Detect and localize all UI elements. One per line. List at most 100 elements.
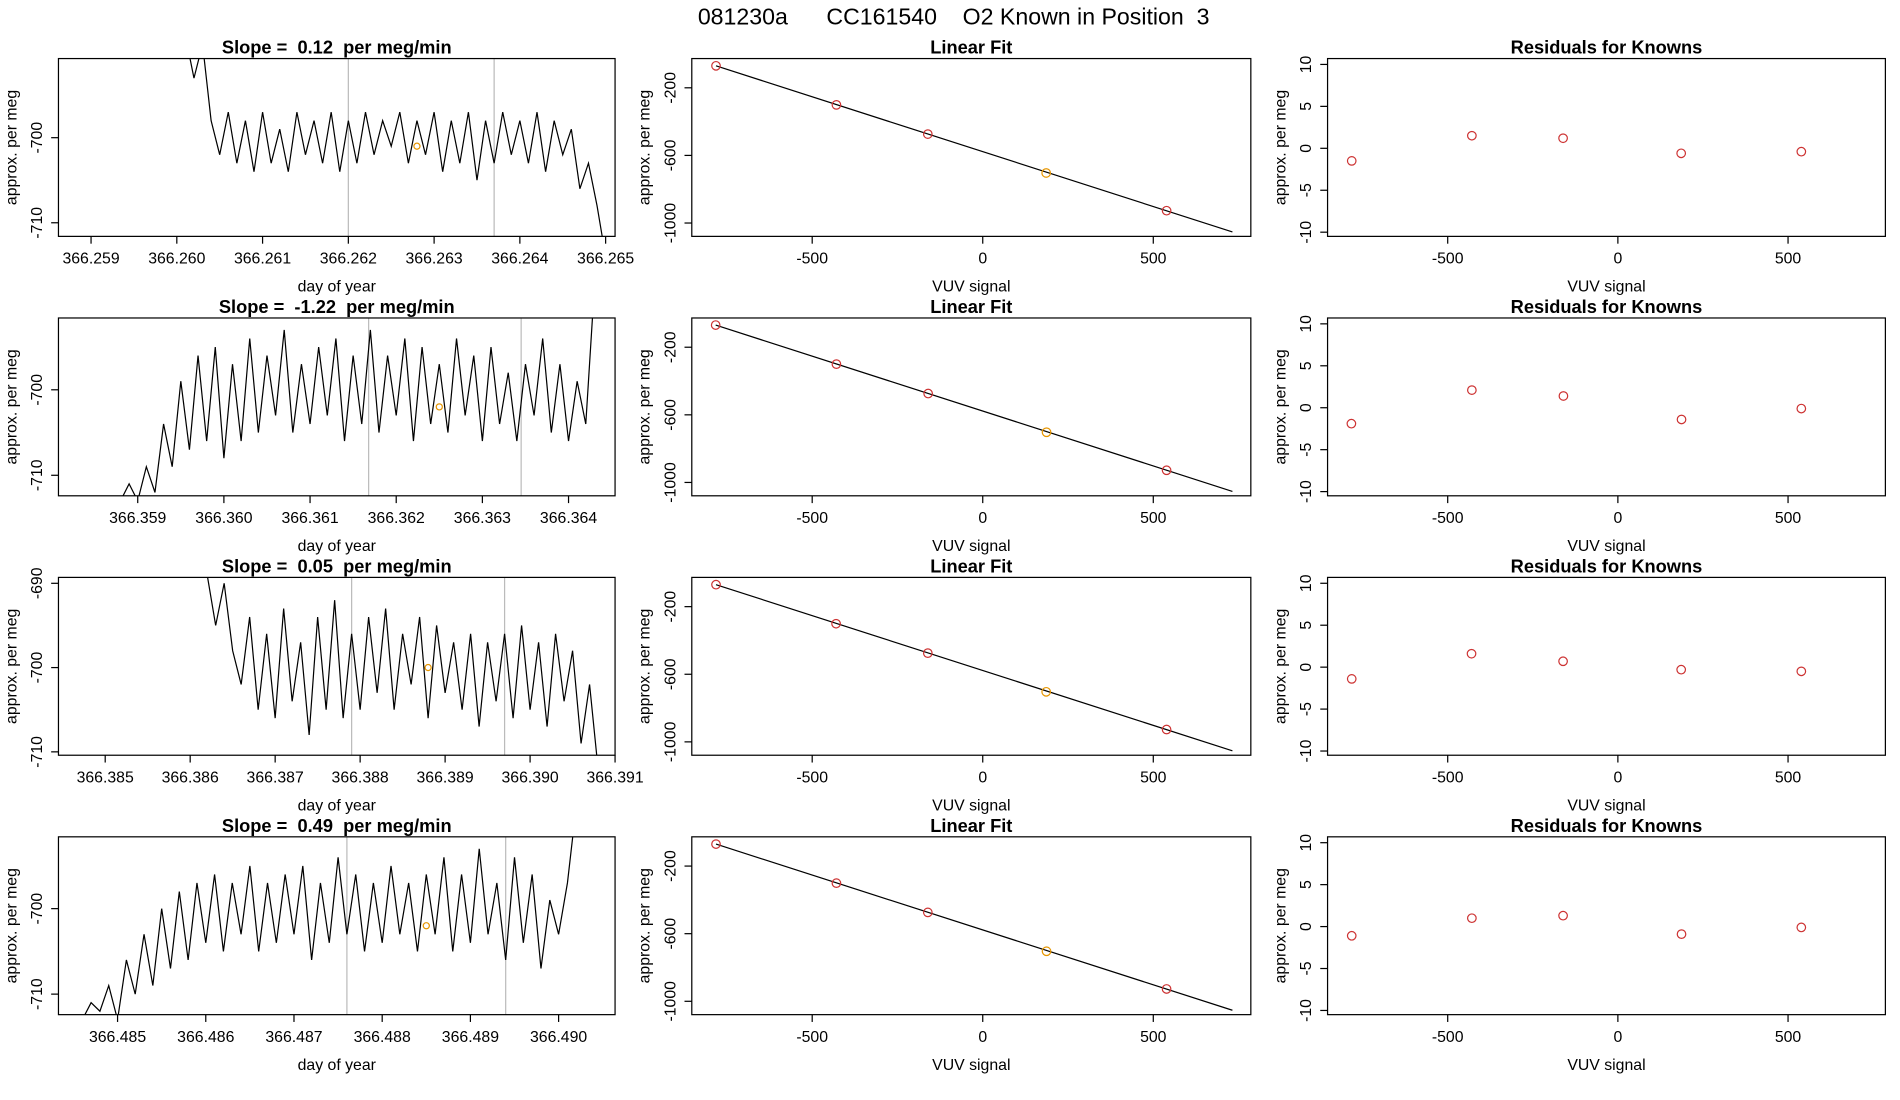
y-axis-label: approx. per meg <box>637 349 654 464</box>
panel-title: Slope = 0.12 per meg/min <box>222 37 452 58</box>
y-axis-label: approx. per meg <box>637 609 654 724</box>
x-axis-label: VUV signal <box>1567 798 1645 815</box>
x-tick-label: 366.262 <box>320 251 377 268</box>
point <box>831 878 842 889</box>
y-tick-label: -700 <box>29 122 46 154</box>
panel: Slope = -1.22 per meg/min day of year appr… <box>3 296 616 555</box>
panel-title: Slope = 0.05 per meg/min <box>222 555 452 576</box>
y-tick-label: -200 <box>662 331 679 363</box>
point <box>1466 913 1477 924</box>
point <box>1558 391 1569 401</box>
y-axis-label: approx. per meg <box>1272 868 1289 983</box>
y-tick-label: 0 <box>1298 144 1315 153</box>
y-axis-label: approx. per meg <box>3 349 20 464</box>
x-tick-label: 366.385 <box>77 770 134 787</box>
x-tick-label: 366.363 <box>454 510 511 527</box>
point <box>1796 403 1807 414</box>
y-tick-label: -1000 <box>662 462 679 503</box>
plot-frame <box>691 836 1252 1016</box>
plot-area <box>711 839 1233 1011</box>
point <box>831 359 842 369</box>
x-axis-label: VUV signal <box>1567 538 1645 555</box>
point <box>1346 156 1357 166</box>
y-tick-label: -600 <box>662 918 679 950</box>
x-tick-label: -500 <box>796 510 828 527</box>
panel: Linear Fit VUV signal approx. per meg -500 0… <box>637 37 1252 296</box>
x-tick-label: -500 <box>796 251 828 268</box>
x-tick-label: 366.364 <box>540 510 597 527</box>
panel-title: Linear Fit <box>930 37 1012 58</box>
y-tick-label: -5 <box>1298 702 1315 716</box>
panel-title: Slope = 0.49 per meg/min <box>222 815 452 836</box>
x-tick-label: 366.260 <box>148 251 205 268</box>
x-tick-label: 366.390 <box>501 770 558 787</box>
x-tick-label: 366.488 <box>354 1029 411 1046</box>
panel-title: Slope = -1.22 per meg/min <box>219 296 455 317</box>
point <box>1558 656 1568 667</box>
plot-area <box>206 577 598 756</box>
x-tick-label: 0 <box>1613 251 1622 268</box>
y-tick-label: -200 <box>662 850 679 882</box>
plot-area <box>84 836 574 1015</box>
x-axis-label: VUV signal <box>1567 1057 1645 1074</box>
plot-area <box>122 317 594 496</box>
point <box>1466 385 1477 395</box>
x-tick-label: 0 <box>1613 1029 1622 1046</box>
x-tick-label: 366.485 <box>89 1029 146 1046</box>
panel: Linear Fit VUV signal approx. per meg -500 0… <box>637 296 1252 555</box>
y-tick-label: 5 <box>1298 102 1315 111</box>
figure-title: 081230a CC161540 O2 Known in Position 3 <box>698 3 1210 29</box>
x-tick-label: 366.391 <box>586 770 643 787</box>
plot-frame <box>57 576 616 756</box>
y-tick-label: 10 <box>1298 574 1315 592</box>
plot-frame <box>691 57 1252 237</box>
panel: Linear Fit VUV signal approx. per meg -500 0… <box>637 555 1252 815</box>
point <box>1041 168 1052 178</box>
point <box>1796 146 1807 157</box>
point <box>711 579 721 590</box>
x-tick-label: 366.487 <box>265 1029 322 1046</box>
x-tick-label: 366.264 <box>491 251 548 268</box>
x-tick-label: 500 <box>1140 1029 1167 1046</box>
x-tick-label: 366.386 <box>162 770 219 787</box>
point <box>1676 664 1687 675</box>
y-tick-label: -200 <box>662 72 679 104</box>
panel: Residuals for Knowns VUV signal approx. pe… <box>1272 815 1886 1074</box>
point <box>831 100 842 110</box>
y-tick-label: 5 <box>1298 621 1315 630</box>
point <box>1466 130 1477 141</box>
y-tick-label: -1000 <box>662 981 679 1022</box>
x-tick-label: 0 <box>978 770 987 787</box>
x-axis-label: VUV signal <box>1567 279 1645 296</box>
x-axis-label: day of year <box>298 798 377 815</box>
panel: Residuals for Knowns VUV signal approx. pe… <box>1272 555 1886 815</box>
x-tick-label: -500 <box>1432 251 1464 268</box>
point <box>711 839 721 849</box>
x-tick-label: 366.490 <box>530 1029 587 1046</box>
x-tick-label: -500 <box>796 770 828 787</box>
point <box>922 907 933 918</box>
x-axis-label: VUV signal <box>932 279 1010 296</box>
x-tick-label: 0 <box>978 251 987 268</box>
y-tick-label: -10 <box>1298 480 1315 503</box>
y-tick-label: 10 <box>1298 315 1315 333</box>
x-tick-label: -500 <box>796 1029 828 1046</box>
y-axis-label: approx. per meg <box>1272 90 1289 205</box>
x-tick-label: 366.362 <box>368 510 425 527</box>
point <box>831 618 841 629</box>
plot-area <box>711 60 1233 233</box>
panel: Residuals for Knowns VUV signal approx. pe… <box>1272 37 1886 296</box>
fit-line <box>715 843 1233 1011</box>
x-tick-label: 500 <box>1140 770 1167 787</box>
plot-frame <box>57 317 616 497</box>
x-tick-label: 500 <box>1775 770 1802 787</box>
point <box>1466 648 1477 659</box>
x-axis-label: VUV signal <box>932 798 1010 815</box>
point <box>1346 674 1357 684</box>
x-tick-label: 0 <box>978 1029 987 1046</box>
point <box>1796 922 1807 933</box>
y-tick-label: -690 <box>29 567 46 599</box>
x-axis-label: day of year <box>298 538 377 555</box>
y-tick-label: 10 <box>1298 834 1315 852</box>
